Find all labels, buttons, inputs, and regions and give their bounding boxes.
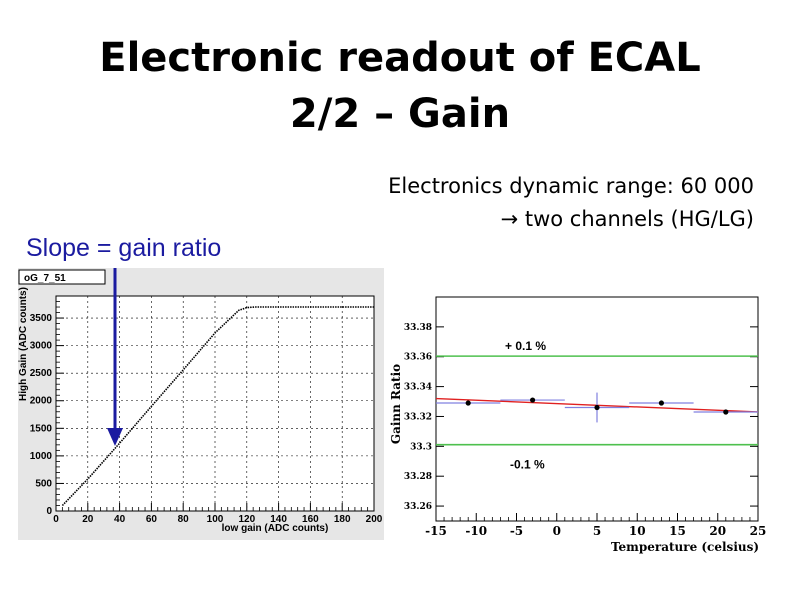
title-line-2: 2/2 – Gain bbox=[289, 91, 511, 137]
y-tick-label: 33.36 bbox=[404, 353, 432, 363]
x-tick-label: -15 bbox=[425, 524, 447, 538]
data-point bbox=[465, 400, 471, 406]
x-tick-label: 100 bbox=[207, 514, 224, 525]
y-tick-label: 3500 bbox=[30, 313, 53, 324]
slope-arrow-head bbox=[107, 428, 123, 446]
y-tick-label: 33.3 bbox=[410, 442, 432, 452]
x-tick-label: 0 bbox=[553, 524, 561, 538]
x-tick-label: 20 bbox=[82, 514, 94, 525]
x-tick-label: 5 bbox=[593, 524, 601, 538]
y-tick-label: 1500 bbox=[30, 423, 53, 434]
x-axis-label: Temperature (celsius) bbox=[611, 540, 759, 554]
x-tick-label: -5 bbox=[510, 524, 523, 538]
data-point bbox=[594, 404, 600, 411]
data-point bbox=[530, 397, 536, 403]
gain-ratio-plot: -15 -10 -5 0 5 10 15 20 25 33.26 33.28 33.3 33.32 33.… bbox=[389, 296, 767, 554]
x-tick-label: 15 bbox=[669, 524, 686, 538]
x-tick-label: -10 bbox=[465, 524, 487, 538]
x-tick-label: 160 bbox=[302, 514, 319, 525]
y-axis-label: High Gain (ADC counts) bbox=[18, 287, 29, 401]
x-tick-label: 25 bbox=[750, 524, 767, 538]
histogram-title-box bbox=[18, 269, 106, 285]
y-tick-label: 1000 bbox=[30, 451, 53, 462]
y-tick-label: 0 bbox=[46, 506, 52, 517]
x-tick-label: 10 bbox=[629, 524, 646, 538]
x-tick-label: 0 bbox=[53, 514, 59, 525]
dynamic-range-text: Electronics dynamic range: 60 000 bbox=[388, 174, 754, 198]
band-label-plus: + 0.1 % bbox=[505, 339, 546, 353]
two-channels-text: → two channels (HG/LG) bbox=[500, 207, 754, 231]
slide-title: Electronic readout of ECAL 2/2 – Gain bbox=[0, 30, 800, 142]
band-label-minus: -0.1 % bbox=[510, 458, 545, 472]
y-tick-label: 33.34 bbox=[404, 383, 432, 393]
x-tick-label: 140 bbox=[270, 514, 287, 525]
x-tick-label: 20 bbox=[709, 524, 726, 538]
x-tick-label: 200 bbox=[366, 514, 383, 525]
hg-vs-lg-series bbox=[61, 306, 374, 507]
x-tick-label: 180 bbox=[334, 514, 351, 525]
y-tick-label: 33.32 bbox=[404, 412, 432, 422]
title-line-1: Electronic readout of ECAL bbox=[99, 35, 701, 81]
plot-area bbox=[55, 295, 375, 512]
y-tick-label: 2000 bbox=[30, 396, 53, 407]
x-tick-label: 60 bbox=[146, 514, 158, 525]
y-tick-label: 2500 bbox=[30, 368, 53, 379]
slope-annotation: Slope = gain ratio bbox=[26, 234, 222, 262]
y-tick-label: 500 bbox=[35, 478, 52, 489]
data-point bbox=[723, 409, 729, 415]
x-tick-label: 80 bbox=[178, 514, 190, 525]
data-point bbox=[658, 400, 664, 406]
y-tick-label: 33.28 bbox=[404, 472, 432, 482]
y-tick-label: 33.26 bbox=[404, 502, 432, 512]
x-tick-label: 120 bbox=[238, 514, 255, 525]
x-axis-label: low gain (ADC counts) bbox=[222, 523, 329, 534]
x-tick-label: 40 bbox=[114, 514, 126, 525]
y-tick-label: 33.38 bbox=[404, 323, 432, 333]
y-tick-label: 3000 bbox=[30, 341, 53, 352]
y-axis-label: Gainn Ratio bbox=[389, 364, 403, 444]
gain-linearity-plot: oG_7_51 0 20 40 60 80 100 120 140 160 180 20005001… bbox=[18, 268, 384, 540]
histogram-title: oG_7_51 bbox=[24, 273, 66, 284]
